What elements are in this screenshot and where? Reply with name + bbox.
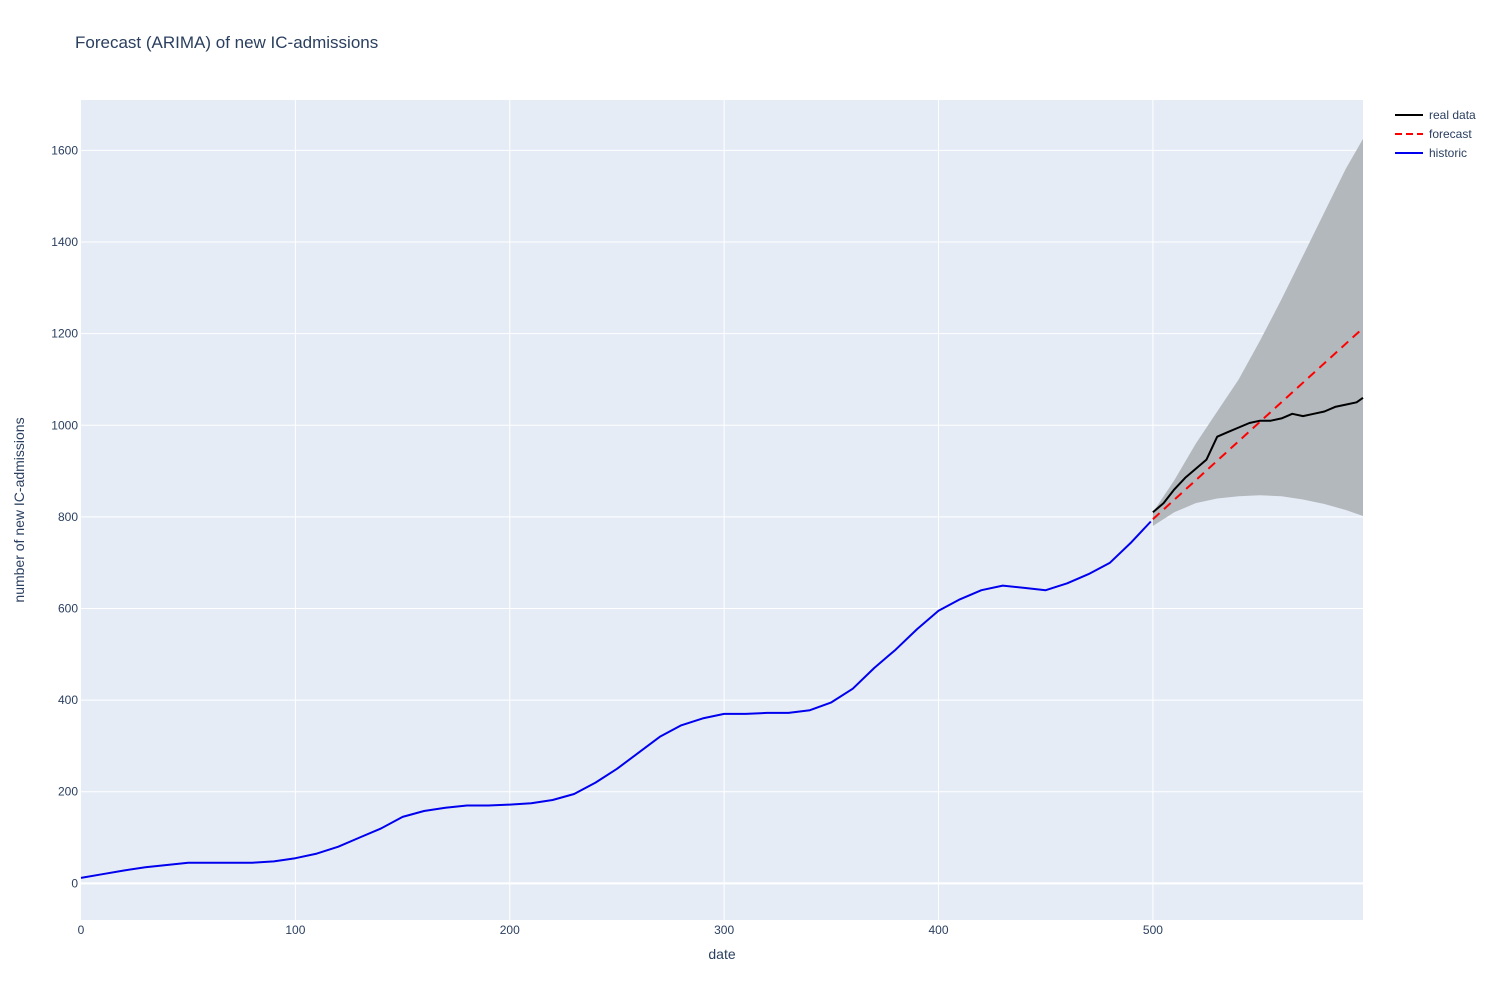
series-lines: [80, 327, 1364, 879]
y-tick-label: 400: [58, 693, 78, 707]
legend-label: forecast: [1429, 127, 1472, 141]
series-line-forecast: [1152, 327, 1364, 520]
legend-item-forecast[interactable]: forecast: [1395, 127, 1472, 141]
y-tick-label: 1200: [51, 327, 78, 341]
y-tick-label: 0: [71, 876, 78, 890]
plot-background: [81, 100, 1363, 920]
y-tick-label: 1600: [51, 143, 78, 157]
y-tick-label: 1000: [51, 418, 78, 432]
legend-item-real-data[interactable]: real data: [1395, 108, 1476, 122]
x-axis-title: date: [708, 946, 735, 962]
x-tick-label: 400: [929, 923, 949, 937]
confidence-band: [1152, 138, 1363, 526]
legend-label: real data: [1429, 108, 1476, 122]
series-line-historic: [80, 520, 1152, 879]
y-tick-label: 1400: [51, 235, 78, 249]
x-tick-label: 300: [714, 923, 734, 937]
y-tick-label: 200: [58, 785, 78, 799]
tick-labels: 0 100 200 300 400 500 0 200 400 600 800 1000 1200 140…: [51, 143, 1163, 937]
grid-lines: [81, 100, 1363, 920]
chart-title: Forecast (ARIMA) of new IC-admissions: [75, 33, 379, 52]
legend-item-historic[interactable]: historic: [1395, 146, 1467, 160]
x-tick-label: 200: [500, 923, 520, 937]
x-tick-label: 500: [1143, 923, 1163, 937]
series-line-real-data: [1152, 396, 1364, 514]
y-tick-label: 600: [58, 601, 78, 615]
y-axis-title: number of new IC-admissions: [11, 417, 27, 602]
y-tick-label: 800: [58, 510, 78, 524]
x-tick-label: 100: [285, 923, 305, 937]
legend[interactable]: real data forecast historic: [1395, 108, 1476, 160]
legend-label: historic: [1429, 146, 1467, 160]
x-tick-label: 0: [78, 923, 85, 937]
